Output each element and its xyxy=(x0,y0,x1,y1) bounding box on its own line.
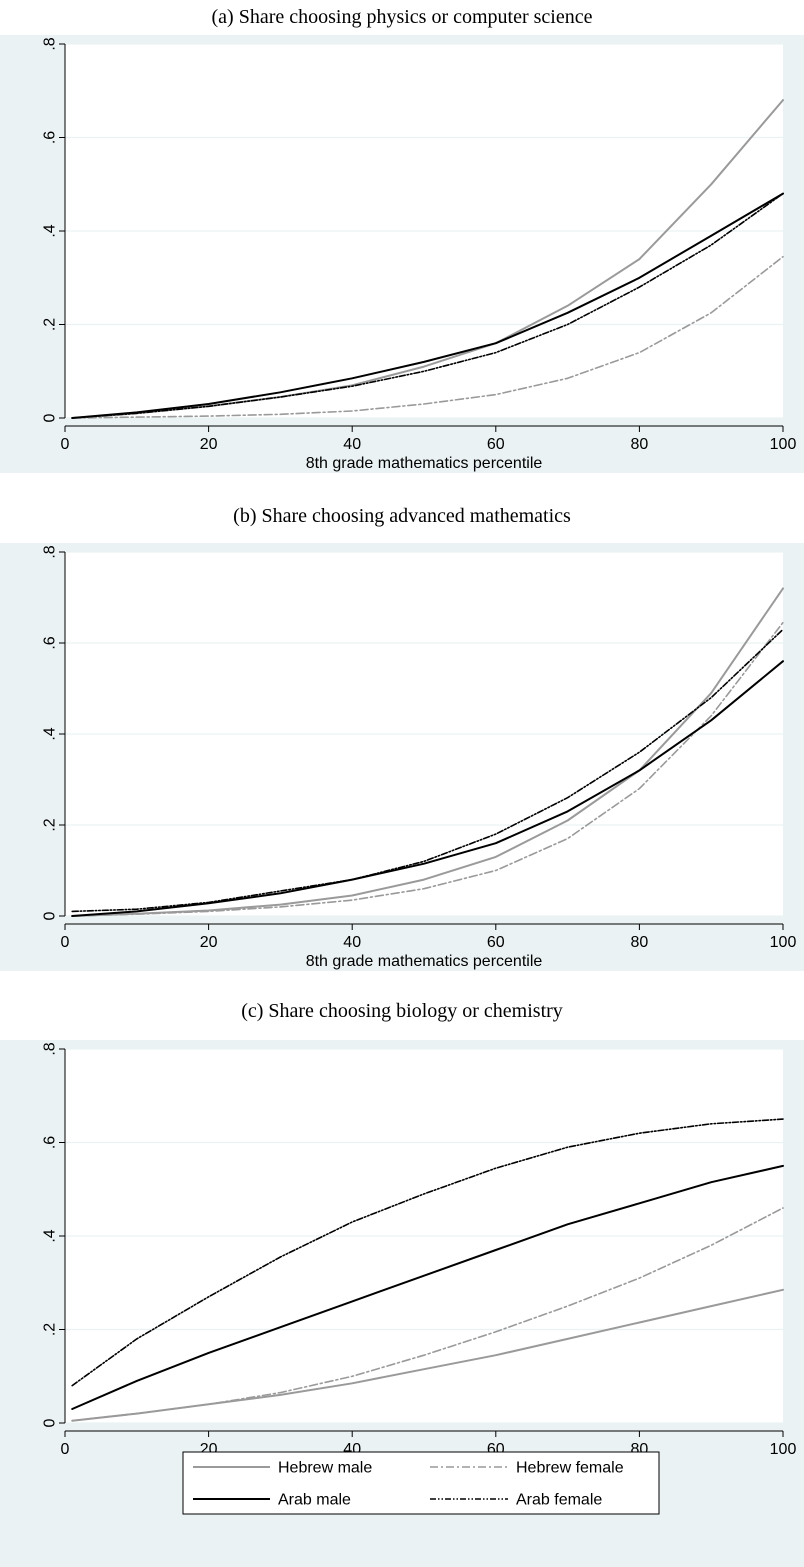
series-line-a-hebrew-female xyxy=(71,255,784,419)
legend-label-arab-female: Arab female xyxy=(516,1492,602,1509)
x-tick-label-c-0: 0 xyxy=(61,1441,70,1458)
y-tick-label-b-2: .4 xyxy=(42,727,59,740)
x-tick-label-b-2: 40 xyxy=(343,934,361,951)
series-line-c-hebrew-female xyxy=(71,1207,784,1422)
series-line-b-arab-male xyxy=(71,660,784,917)
y-tick-label-b-4: .8 xyxy=(42,545,59,558)
y-tick-label-c-3: .6 xyxy=(42,1136,59,1149)
x-tick-label-b-3: 60 xyxy=(487,934,505,951)
y-tick-label-b-0: 0 xyxy=(42,911,59,920)
x-tick-label-a-1: 20 xyxy=(200,436,218,453)
x-tick-label-a-3: 60 xyxy=(487,436,505,453)
series-line-b-arab-female xyxy=(71,628,784,913)
series-line-b-hebrew-female xyxy=(71,621,784,917)
y-tick-label-c-0: 0 xyxy=(42,1418,59,1427)
y-tick-label-c-1: .2 xyxy=(42,1323,59,1336)
legend-label-hebrew-male: Hebrew male xyxy=(278,1460,372,1477)
y-tick-label-a-2: .4 xyxy=(42,224,59,237)
chart-title-a: (a) Share choosing physics or computer s… xyxy=(211,6,593,28)
series-line-a-arab-female xyxy=(71,192,784,419)
y-tick-label-a-3: .6 xyxy=(42,131,59,144)
chart-panel-a: 0 .2 .4 .6 .8 0 20 40 60 80 100 8th grade mathemati… xyxy=(0,35,804,473)
legend-box xyxy=(182,1451,660,1515)
x-tick-label-a-5: 100 xyxy=(770,436,797,453)
legend-label-hebrew-female: Hebrew female xyxy=(516,1460,624,1477)
x-tick-label-a-0: 0 xyxy=(61,436,70,453)
x-tick-label-a-4: 80 xyxy=(631,436,649,453)
series-line-a-arab-male xyxy=(71,192,784,419)
x-tick-label-b-5: 100 xyxy=(770,934,797,951)
chart-title-b: (b) Share choosing advanced mathematics xyxy=(233,505,571,527)
legend-label-arab-male: Arab male xyxy=(278,1492,351,1509)
y-tick-label-b-3: .6 xyxy=(42,636,59,649)
y-tick-label-c-4: .8 xyxy=(42,1042,59,1055)
x-axis-title-a: 8th grade mathematics percentile xyxy=(306,455,543,472)
series-line-c-arab-female xyxy=(71,1118,784,1387)
y-tick-label-a-0: 0 xyxy=(42,413,59,422)
y-tick-label-a-1: .2 xyxy=(42,318,59,331)
chart-title-c: (c) Share choosing biology or chemistry xyxy=(241,1000,563,1022)
x-tick-label-b-0: 0 xyxy=(61,934,70,951)
chart-panel-b: 0 .2 .4 .6 .8 0 20 40 60 80 100 8th grade mathemati… xyxy=(0,543,804,971)
x-tick-label-b-4: 80 xyxy=(631,934,649,951)
x-tick-label-a-2: 40 xyxy=(343,436,361,453)
x-tick-label-c-5: 100 xyxy=(770,1441,797,1458)
y-tick-label-c-2: .4 xyxy=(42,1229,59,1242)
y-tick-label-a-4: .8 xyxy=(42,37,59,50)
y-tick-label-b-1: .2 xyxy=(42,818,59,831)
x-tick-label-b-1: 20 xyxy=(200,934,218,951)
x-axis-title-b: 8th grade mathematics percentile xyxy=(306,953,543,970)
series-line-c-arab-male xyxy=(71,1164,784,1410)
